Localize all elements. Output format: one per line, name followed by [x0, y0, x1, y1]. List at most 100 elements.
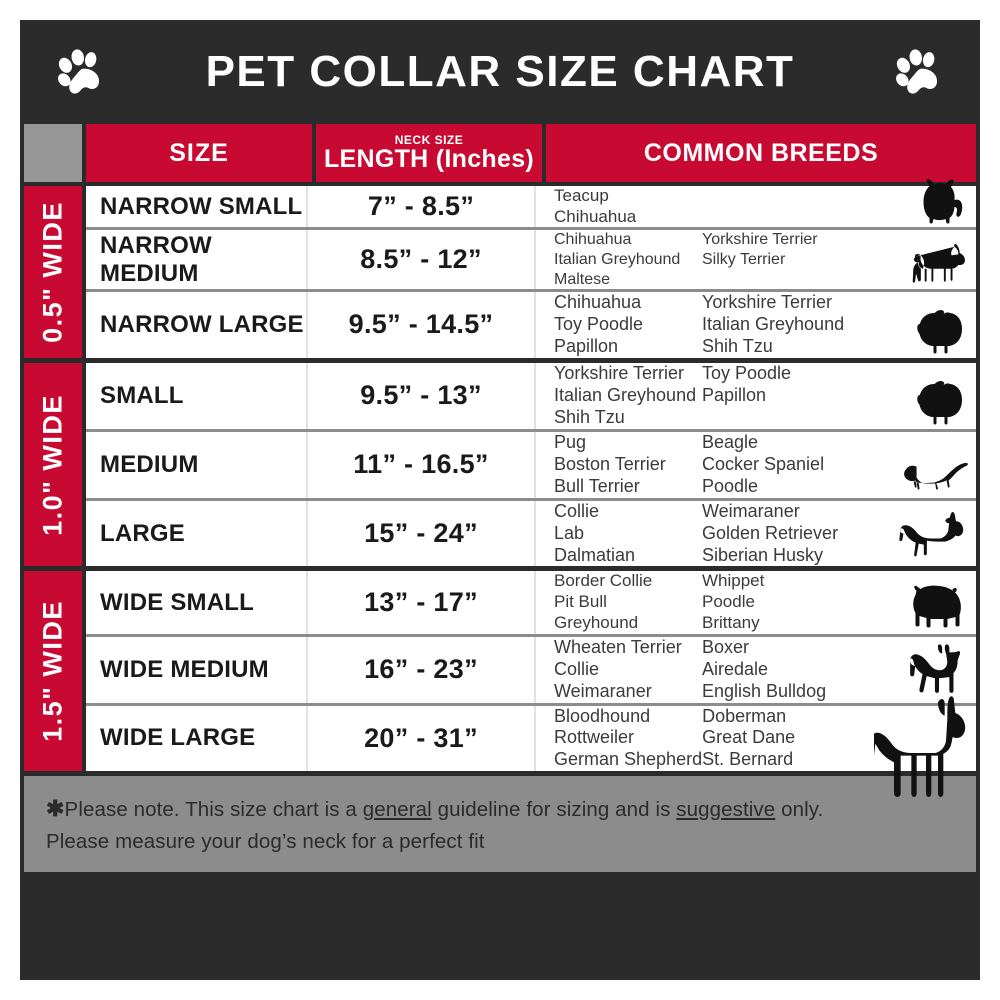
- footer-line-1: ✱Please note. This size chart is a gener…: [46, 792, 976, 826]
- table-row[interactable]: WIDE MEDIUM 16” - 23” Wheaten Terrier Co…: [86, 636, 976, 703]
- table-row[interactable]: NARROW MEDIUM 8.5” - 12” Chihuahua Itali…: [86, 230, 976, 290]
- breed-column-2: [702, 186, 976, 227]
- row-size-label: WIDE LARGE: [86, 705, 308, 772]
- size-group-wide: 1.5" WIDE WIDE SMALL 13” - 17” Border Co…: [24, 571, 976, 798]
- breed-item: Pug: [554, 431, 587, 452]
- breed-item: Cocker Spaniel: [702, 453, 825, 474]
- row-size-label: MEDIUM: [86, 431, 308, 498]
- row-size-label: NARROW LARGE: [86, 292, 308, 358]
- breed-item: Doberman: [702, 705, 787, 726]
- breed-column-1: Teacup Chihuahua: [554, 186, 702, 227]
- table-row[interactable]: SMALL 9.5” - 13” Yorkshire Terrier Itali…: [86, 362, 976, 429]
- breed-item: Collie: [554, 500, 600, 521]
- table-row[interactable]: WIDE SMALL 13” - 17” Border Collie Pit B…: [86, 571, 976, 634]
- footer-line-2: Please measure your dog’s neck for a per…: [46, 830, 485, 854]
- size-group-narrow: 0.5" WIDE NARROW SMALL 7” - 8.5” Teacup …: [24, 179, 976, 358]
- row-breeds: Collie Lab Dalmatian Weimaraner Golden R…: [536, 501, 976, 567]
- breed-item: Airedale: [702, 658, 769, 679]
- size-group-standard: 1.0" WIDE SMALL 9.5” - 13” Yorkshire Ter…: [24, 362, 976, 567]
- column-header-length: NECK SIZE LENGTH (Inches): [316, 124, 542, 182]
- breed-column-2: Beagle Cocker Spaniel Poodle: [702, 432, 976, 498]
- breed-column-1: Bloodhound Rottweiler German Shepherd: [554, 706, 702, 772]
- row-neck-length: 9.5” - 14.5”: [308, 292, 536, 358]
- breed-item: Italian Greyhound: [554, 250, 681, 268]
- breed-item: Rottweiler: [554, 727, 635, 748]
- breed-item: German Shepherd: [554, 749, 703, 770]
- footer-underline-general: general: [362, 798, 432, 822]
- breed-item: Toy Poodle: [554, 313, 644, 334]
- row-neck-length: 9.5” - 13”: [308, 362, 536, 429]
- breed-item: Border Collie: [554, 571, 653, 591]
- breed-item: Papillon: [702, 384, 767, 405]
- group-rows-narrow: NARROW SMALL 7” - 8.5” Teacup Chihuahua: [86, 179, 976, 358]
- table-row[interactable]: WIDE LARGE 20” - 31” Bloodhound Rottweil…: [86, 696, 976, 798]
- column-header-length-main: LENGTH (Inches): [323, 145, 535, 173]
- row-neck-length: 16” - 23”: [308, 636, 536, 703]
- breed-item: Dalmatian: [554, 544, 636, 565]
- column-header-size: SIZE: [86, 124, 312, 182]
- table-row[interactable]: MEDIUM 11” - 16.5” Pug Boston Terrier Bu…: [86, 431, 976, 498]
- breed-item: St. Bernard: [702, 749, 794, 770]
- chart-header: PET COLLAR SIZE CHART: [20, 20, 980, 124]
- breed-item: Golden Retriever: [702, 522, 839, 543]
- breed-item: Yorkshire Terrier: [554, 362, 685, 383]
- row-breeds: Bloodhound Rottweiler German Shepherd Do…: [536, 696, 976, 798]
- row-size-label: LARGE: [86, 500, 308, 567]
- table-row[interactable]: NARROW LARGE 9.5” - 14.5” Chihuahua Toy …: [86, 292, 976, 358]
- row-breeds: Pug Boston Terrier Bull Terrier Beagle C…: [536, 432, 976, 498]
- breed-item: Lab: [554, 522, 585, 543]
- row-breeds: Border Collie Pit Bull Greyhound Whippet…: [536, 571, 976, 633]
- breed-item: Shih Tzu: [554, 406, 625, 427]
- breed-item: Yorkshire Terrier: [702, 231, 818, 249]
- breed-column-2: Yorkshire Terrier Silky Terrier: [702, 230, 976, 289]
- footer-underline-suggestive: suggestive: [676, 798, 776, 822]
- breed-column-1: Chihuahua Italian Greyhound Maltese: [554, 230, 702, 289]
- table-row[interactable]: LARGE 15” - 24” Collie Lab Dalmatian: [86, 500, 976, 567]
- row-breeds: Teacup Chihuahua: [536, 179, 976, 227]
- group-label-text: 1.0" WIDE: [37, 393, 68, 536]
- row-breeds: Yorkshire Terrier Italian Greyhound Shih…: [536, 363, 976, 429]
- group-rows-wide: WIDE SMALL 13” - 17” Border Collie Pit B…: [86, 571, 976, 798]
- breed-column-1: Pug Boston Terrier Bull Terrier: [554, 432, 702, 498]
- breed-column-2: Whippet Poodle Brittany: [702, 571, 976, 633]
- breed-item: Toy Poodle: [702, 362, 792, 383]
- breed-item: Collie: [554, 658, 600, 679]
- breed-column-2: Doberman Great Dane St. Bernard: [702, 706, 976, 772]
- breed-item: Beagle: [702, 431, 759, 452]
- breed-column-1: Collie Lab Dalmatian: [554, 501, 702, 567]
- row-size-label: SMALL: [86, 362, 308, 429]
- breed-column-1: Yorkshire Terrier Italian Greyhound Shih…: [554, 363, 702, 429]
- breed-item: English Bulldog: [702, 680, 827, 701]
- breed-item: Italian Greyhound: [554, 384, 697, 405]
- breed-item: Great Dane: [702, 727, 796, 748]
- row-size-label: NARROW MEDIUM: [86, 230, 308, 290]
- row-neck-length: 11” - 16.5”: [308, 431, 536, 498]
- breed-column-2: Boxer Airedale English Bulldog: [702, 637, 976, 703]
- paw-print-icon: [890, 44, 946, 100]
- breed-item: Shih Tzu: [702, 335, 773, 356]
- breed-item: Bull Terrier: [554, 475, 640, 496]
- footer-text-a: Please note. This size chart is a: [64, 798, 363, 822]
- group-rows-standard: SMALL 9.5” - 13” Yorkshire Terrier Itali…: [86, 362, 976, 567]
- row-breeds: Chihuahua Italian Greyhound Maltese York…: [536, 230, 976, 289]
- group-label-text: 0.5" WIDE: [37, 201, 68, 343]
- breed-item: Papillon: [554, 335, 619, 356]
- breed-item: Greyhound: [554, 612, 639, 632]
- group-label-text: 1.5" WIDE: [37, 600, 68, 743]
- breed-column-2: Weimaraner Golden Retriever Siberian Hus…: [702, 501, 976, 567]
- breed-item: Pit Bull: [554, 592, 607, 612]
- breed-item: Boston Terrier: [554, 453, 666, 474]
- row-breeds: Chihuahua Toy Poodle Papillon Yorkshire …: [536, 292, 976, 358]
- breed-item: Yorkshire Terrier: [702, 292, 833, 313]
- breed-item: Wheaten Terrier: [554, 636, 682, 657]
- row-neck-length: 13” - 17”: [308, 571, 536, 634]
- row-neck-length: 7” - 8.5”: [308, 186, 536, 228]
- header-spacer-cell: [24, 124, 82, 182]
- table-row[interactable]: NARROW SMALL 7” - 8.5” Teacup Chihuahua: [86, 179, 976, 228]
- breed-item: Weimaraner: [554, 680, 652, 701]
- footer-text-c: only.: [775, 798, 824, 822]
- breed-item: Chihuahua: [554, 231, 632, 249]
- row-neck-length: 15” - 24”: [308, 500, 536, 567]
- row-breeds: Wheaten Terrier Collie Weimaraner Boxer …: [536, 637, 976, 703]
